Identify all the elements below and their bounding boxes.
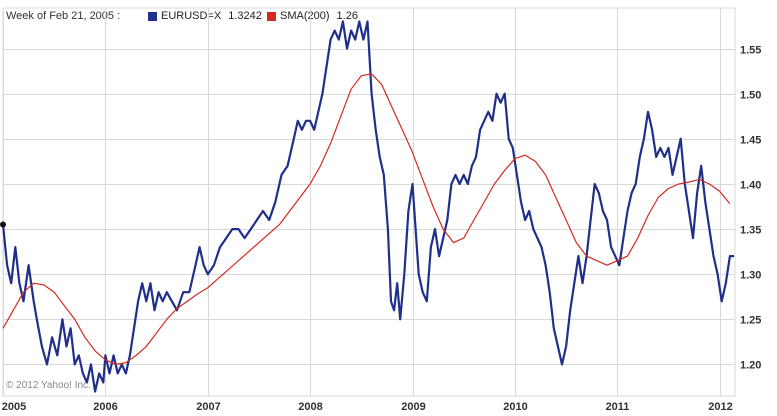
y-tick-label: 1.35 (740, 225, 761, 237)
x-tick-label: 2011 (606, 401, 630, 413)
legend-item-eurusd: EURUSD=X 1.3242 (148, 10, 262, 22)
y-tick-label: 1.20 (740, 360, 761, 372)
x-tick-label: 2005 (2, 401, 26, 413)
y-tick-label: 1.25 (740, 315, 761, 327)
y-tick-label: 1.55 (740, 45, 761, 57)
legend-value-eurusd: 1.3242 (228, 10, 262, 22)
series-line-sma (2, 73, 731, 365)
copyright-text: © 2012 Yahoo! Inc. (6, 380, 91, 391)
series-line-eurusd (1, 20, 734, 393)
chart-legend: Week of Feb 21, 2005 : EURUSD=X 1.3242 S… (0, 0, 777, 28)
y-tick-label: 1.30 (740, 270, 761, 282)
x-tick-label: 2012 (708, 401, 732, 413)
series-start-marker (0, 221, 6, 228)
legend-swatch-eurusd (148, 11, 157, 21)
x-tick-label: 2007 (196, 401, 220, 413)
legend-swatch-sma (267, 11, 276, 21)
week-label: Week of Feb 21, 2005 : (6, 10, 121, 22)
x-tick-label: 2006 (93, 401, 117, 413)
y-tick-label: 1.40 (740, 180, 761, 192)
legend-label-eurusd: EURUSD=X (161, 10, 222, 22)
x-tick-label: 2010 (503, 401, 527, 413)
legend-value-sma: 1.26 (336, 10, 358, 22)
legend-label-sma: SMA(200) (280, 10, 330, 22)
y-tick-label: 1.50 (740, 90, 761, 102)
x-tick-label: 2009 (401, 401, 425, 413)
x-tick-label: 2008 (298, 401, 322, 413)
y-tick-label: 1.45 (740, 135, 761, 147)
legend-item-sma: SMA(200) 1.26 (267, 10, 358, 22)
